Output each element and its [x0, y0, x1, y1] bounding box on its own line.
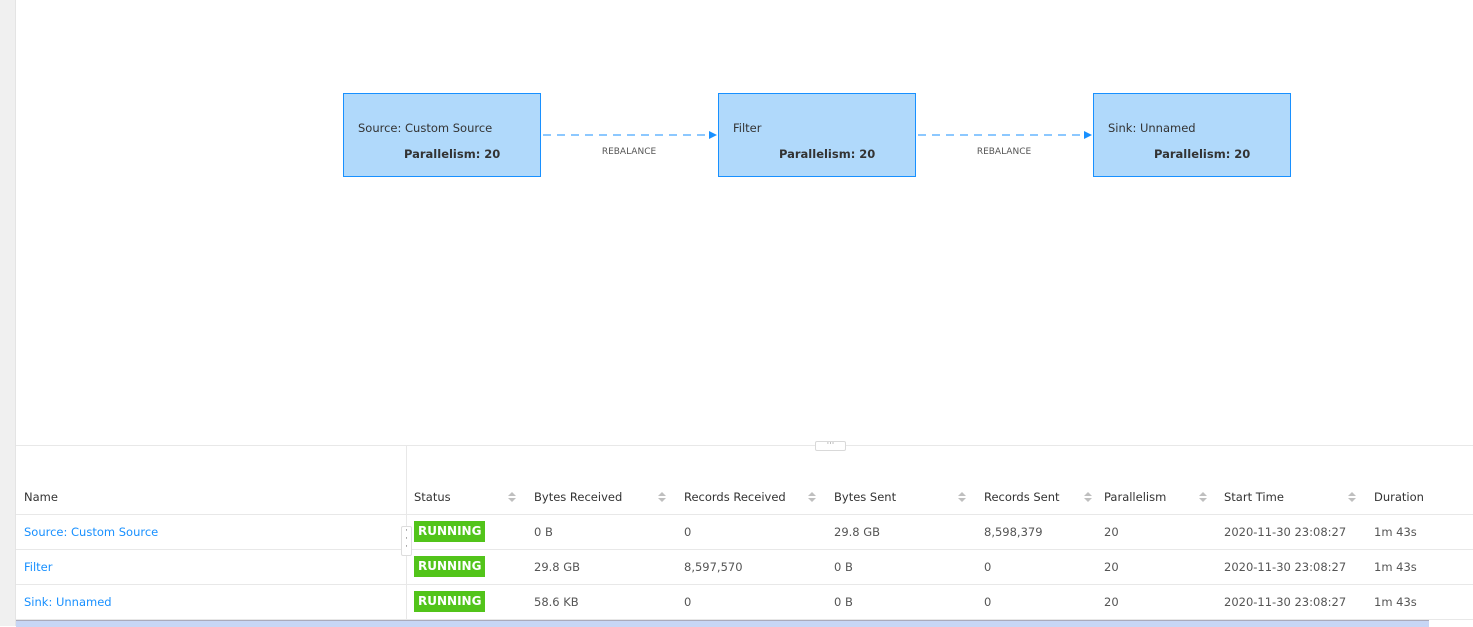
sort-icon[interactable]: [1084, 492, 1092, 504]
status-badge: RUNNING: [414, 591, 486, 612]
duration: 1m 43s: [1374, 525, 1417, 539]
column-header-duration[interactable]: Duration: [1374, 490, 1424, 504]
records-sent: 0: [984, 560, 992, 574]
node-parallelism: Parallelism: 20: [404, 147, 501, 161]
column-header-status[interactable]: Status: [414, 490, 451, 504]
graph-node-source[interactable]: Source: Custom Source Parallelism: 20: [343, 93, 541, 177]
vertex-name-link[interactable]: Filter: [24, 560, 53, 574]
bytes-sent: 0 B: [834, 560, 853, 574]
graph-node-sink[interactable]: Sink: Unnamed Parallelism: 20: [1093, 93, 1291, 177]
job-graph[interactable]: Source: Custom Source Parallelism: 20 Fi…: [16, 0, 1473, 445]
records-received: 0: [684, 525, 692, 539]
table-header: Name Status Bytes Received Records Recei…: [16, 480, 1473, 515]
bytes-received: 58.6 KB: [534, 595, 579, 609]
column-header-parallelism[interactable]: Parallelism: [1104, 490, 1167, 504]
sort-icon[interactable]: [658, 492, 666, 504]
vertex-name-link[interactable]: Sink: Unnamed: [24, 595, 112, 609]
start-time: 2020-11-30 23:08:27: [1224, 560, 1347, 574]
parallelism: 20: [1104, 595, 1119, 609]
node-parallelism: Parallelism: 20: [1154, 147, 1251, 161]
bytes-received: 0 B: [534, 525, 553, 539]
resize-handle[interactable]: ···: [815, 440, 846, 451]
parallelism: 20: [1104, 525, 1119, 539]
column-header-records-sent[interactable]: Records Sent: [984, 490, 1060, 504]
status-badge: RUNNING: [414, 521, 486, 542]
sort-icon[interactable]: [958, 492, 966, 504]
records-sent: 8,598,379: [984, 525, 1043, 539]
column-header-bytes-received[interactable]: Bytes Received: [534, 490, 623, 504]
node-parallelism: Parallelism: 20: [779, 147, 876, 161]
records-received: 8,597,570: [684, 560, 743, 574]
status-badge: RUNNING: [414, 556, 486, 577]
column-header-start-time[interactable]: Start Time: [1224, 490, 1284, 504]
column-resize-handle[interactable]: · · ·: [401, 526, 412, 556]
sort-icon[interactable]: [508, 492, 516, 504]
start-time: 2020-11-30 23:08:27: [1224, 525, 1347, 539]
table-row[interactable]: Source: Custom Source RUNNING 0 B 0 29.8…: [16, 515, 1473, 550]
edge-label: REBALANCE: [601, 147, 657, 157]
sort-icon[interactable]: [1348, 492, 1356, 504]
node-name: Source: Custom Source: [358, 121, 493, 135]
vertex-name-link[interactable]: Source: Custom Source: [24, 525, 159, 539]
node-name: Filter: [733, 121, 762, 135]
table-row[interactable]: Filter RUNNING 29.8 GB 8,597,570 0 B 0 2…: [16, 550, 1473, 585]
table-row[interactable]: Sink: Unnamed RUNNING 58.6 KB 0 0 B 0 20…: [16, 585, 1473, 620]
column-header-records-received[interactable]: Records Received: [684, 490, 786, 504]
horizontal-scrollbar[interactable]: [16, 620, 1429, 627]
sort-icon[interactable]: [1199, 492, 1207, 504]
sort-icon[interactable]: [808, 492, 816, 504]
column-header-name[interactable]: Name: [24, 490, 58, 504]
panel-divider: [16, 445, 1473, 446]
left-sidebar-strip: [0, 0, 16, 626]
edge-label: REBALANCE: [976, 147, 1032, 157]
records-sent: 0: [984, 595, 992, 609]
records-received: 0: [684, 595, 692, 609]
column-header-bytes-sent[interactable]: Bytes Sent: [834, 490, 897, 504]
bytes-sent: 29.8 GB: [834, 525, 881, 539]
bytes-sent: 0 B: [834, 595, 853, 609]
duration: 1m 43s: [1374, 560, 1417, 574]
start-time: 2020-11-30 23:08:27: [1224, 595, 1347, 609]
graph-node-filter[interactable]: Filter Parallelism: 20: [718, 93, 916, 177]
node-name: Sink: Unnamed: [1108, 121, 1196, 135]
graph-edges: [543, 131, 1092, 139]
bytes-received: 29.8 GB: [534, 560, 581, 574]
parallelism: 20: [1104, 560, 1119, 574]
duration: 1m 43s: [1374, 595, 1417, 609]
